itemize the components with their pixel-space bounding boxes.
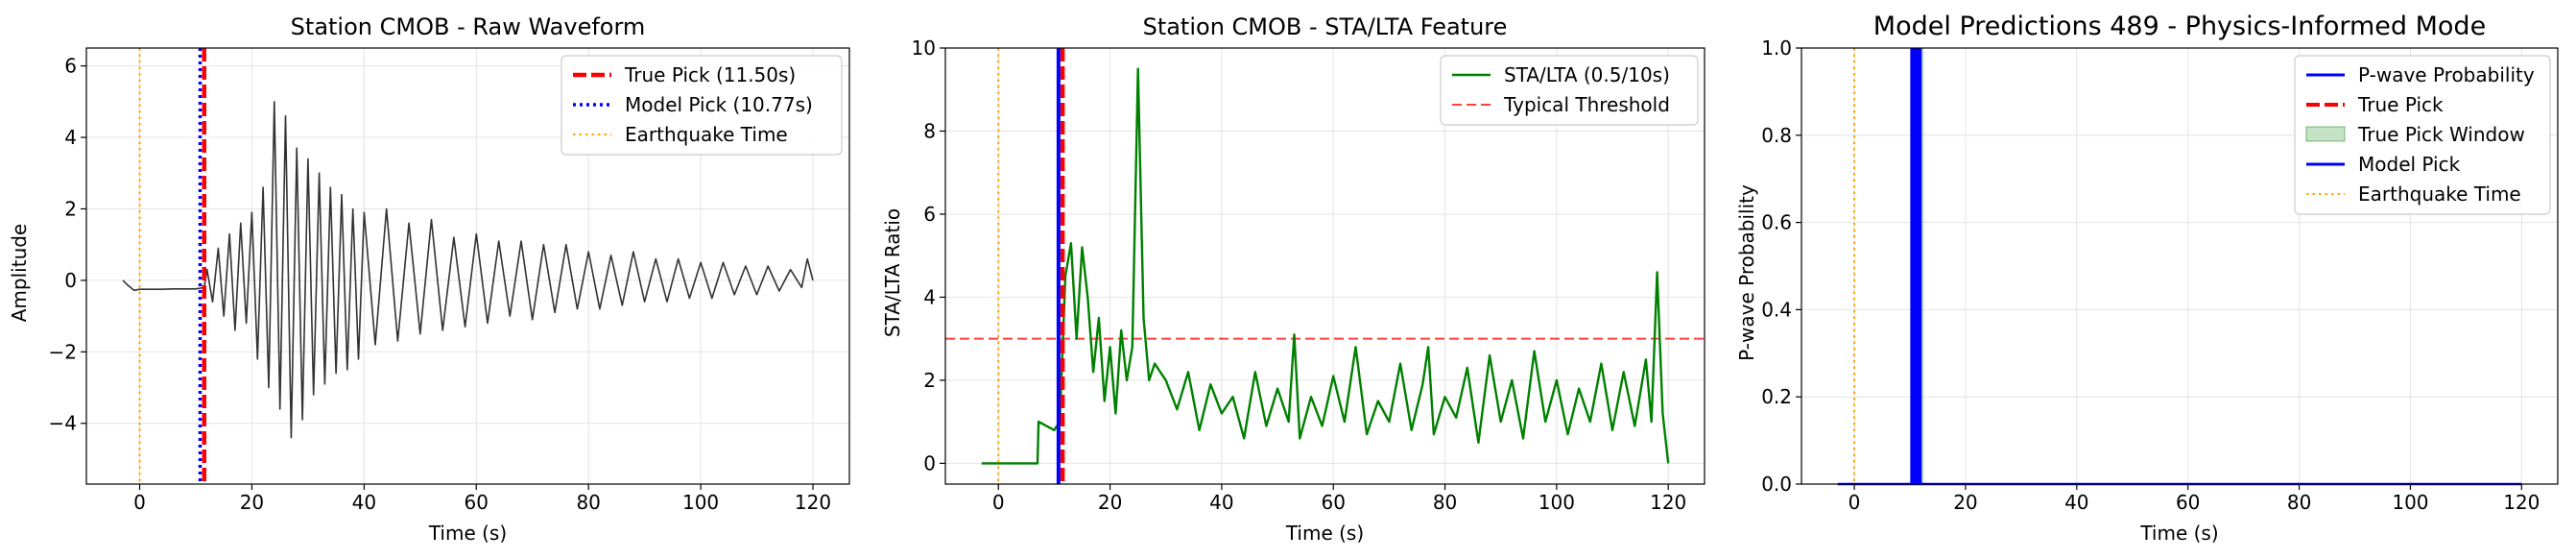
legend-label: STA/LTA (0.5/10s) bbox=[1504, 63, 1670, 86]
x-tick-label: 120 bbox=[1650, 491, 1686, 514]
y-tick-label: 4 bbox=[64, 126, 77, 149]
x-tick-label: 0 bbox=[1849, 491, 1861, 514]
y-tick-label: 4 bbox=[923, 285, 936, 308]
x-tick-label: 60 bbox=[2176, 491, 2200, 514]
y-tick-label: 0.2 bbox=[1761, 385, 1792, 408]
legend-3: P-wave Probability True Pick True Pick Win… bbox=[2294, 55, 2551, 215]
legend-box bbox=[2294, 55, 2551, 215]
y-tick-label: 6 bbox=[923, 203, 936, 226]
x-tick-label: 60 bbox=[465, 491, 489, 514]
x-tick-label: 80 bbox=[1433, 491, 1457, 514]
x-tick-label: 100 bbox=[682, 491, 719, 514]
y-tick-label: 2 bbox=[923, 369, 936, 392]
y-axis-label: STA/LTA Ratio bbox=[881, 208, 904, 337]
legend-1: True Pick (11.50s) Model Pick (10.77s) Ear… bbox=[561, 55, 843, 156]
legend-2: STA/LTA (0.5/10s) Typical Threshold bbox=[1440, 55, 1699, 126]
x-axis-label: Time (s) bbox=[428, 522, 507, 545]
chart-title: Model Predictions 489 - Physics-Informed… bbox=[1873, 12, 2486, 41]
legend-label: Typical Threshold bbox=[1503, 93, 1670, 116]
y-tick-label: 0.8 bbox=[1761, 124, 1792, 147]
y-tick-label: −4 bbox=[49, 412, 77, 435]
x-tick-label: 20 bbox=[1098, 491, 1122, 514]
x-tick-label: 0 bbox=[992, 491, 1005, 514]
x-tick-label: 0 bbox=[133, 491, 146, 514]
y-tick-label: 0 bbox=[64, 269, 77, 292]
x-tick-label: 80 bbox=[2287, 491, 2311, 514]
legend-label: Earthquake Time bbox=[2358, 182, 2521, 206]
y-tick-label: 10 bbox=[912, 36, 936, 60]
series-line-1 bbox=[981, 67, 1670, 465]
x-tick-label: 100 bbox=[2392, 491, 2428, 514]
x-tick-label: 100 bbox=[1538, 491, 1575, 514]
chart-panel-2: 0 20 40 60 80 100 120 0 2 4 6 8 10 Station CMOB - STA… bbox=[881, 13, 1705, 545]
legend-label: True Pick Window bbox=[2357, 123, 2525, 146]
chart-title: Station CMOB - Raw Waveform bbox=[291, 13, 646, 40]
y-tick-label: 1.0 bbox=[1761, 36, 1792, 60]
y-tick-label: 0.6 bbox=[1761, 211, 1792, 234]
x-tick-label: 80 bbox=[576, 491, 600, 514]
y-tick-label: 0.4 bbox=[1761, 298, 1792, 321]
axes-frame bbox=[944, 47, 1705, 485]
y-tick-label: 0.0 bbox=[1761, 473, 1792, 496]
legend-box bbox=[561, 55, 843, 156]
x-tick-label: 60 bbox=[1321, 491, 1345, 514]
legend-label: True Pick (11.50s) bbox=[624, 63, 796, 86]
chart-panel-3: 0 20 40 60 80 100 120 0.0 0.2 0.4 0.6 0.8 1.0 Model P… bbox=[1735, 12, 2559, 545]
x-axis-label: Time (s) bbox=[1285, 522, 1364, 545]
y-tick-label: −2 bbox=[49, 340, 77, 363]
y-tick-label: 8 bbox=[923, 119, 936, 142]
y-tick-label: 6 bbox=[64, 55, 77, 78]
legend-label: Model Pick (10.77s) bbox=[625, 93, 813, 116]
x-tick-label: 40 bbox=[2064, 491, 2088, 514]
y-tick-label: 2 bbox=[64, 197, 77, 220]
axes-frame bbox=[1801, 47, 2559, 485]
x-tick-label: 20 bbox=[240, 491, 264, 514]
x-tick-label: 120 bbox=[795, 491, 831, 514]
y-axis-label: Amplitude bbox=[8, 224, 31, 323]
chart-title: Station CMOB - STA/LTA Feature bbox=[1143, 13, 1508, 40]
x-tick-label: 40 bbox=[1209, 491, 1233, 514]
legend-label: True Pick bbox=[2357, 93, 2444, 116]
legend-label: P-wave Probability bbox=[2358, 63, 2535, 86]
axes-frame bbox=[85, 47, 850, 485]
x-tick-label: 20 bbox=[1953, 491, 1977, 514]
x-tick-label: 40 bbox=[352, 491, 376, 514]
legend-box bbox=[1440, 55, 1699, 126]
legend-label: Earthquake Time bbox=[625, 123, 788, 146]
series-line-1 bbox=[122, 101, 814, 439]
x-axis-label: Time (s) bbox=[2139, 522, 2218, 545]
y-axis-label: P-wave Probability bbox=[1735, 184, 1758, 361]
x-tick-label: 120 bbox=[2503, 491, 2540, 514]
legend-label: Model Pick bbox=[2358, 153, 2461, 176]
y-tick-label: 0 bbox=[923, 451, 936, 474]
legend-swatch-patch bbox=[2305, 126, 2346, 142]
